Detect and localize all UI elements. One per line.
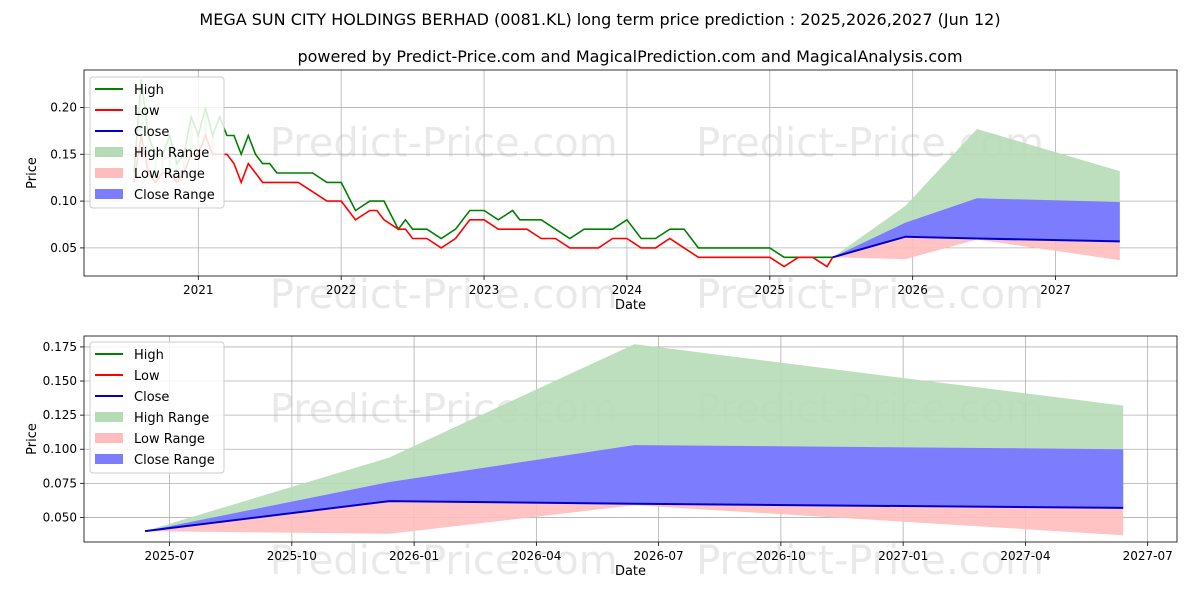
chart-subtitle: powered by Predict-Price.com and Magical… [297,47,962,66]
legend-label-low-range: Low Range [134,167,205,182]
legend-label-high-range: High Range [134,411,209,426]
watermark-text: Predict-Price.com [270,538,618,584]
legend-label-close-range: Close Range [134,188,215,203]
high-series-line [133,79,833,259]
close-prediction-line [832,235,1120,259]
x-tick-label: 2027-04 [1000,549,1050,563]
x-tick-label: 2027-07 [1123,549,1173,563]
legend-swatch-low-range [95,168,123,178]
x-tick-label: 2025-07 [145,549,195,563]
close-range-band [832,198,1120,258]
plot-frame [83,69,1178,277]
x-tick-label: 2026-04 [511,549,561,563]
legend-swatch-close-range [95,454,123,464]
watermark-text: Predict-Price.com [696,272,1044,318]
legend-box [89,341,225,474]
x-axis-label: Date [615,564,646,579]
x-tick-label: 2026-01 [389,549,439,563]
legend-label-low-range: Low Range [134,432,205,447]
low-range-band [832,236,1120,261]
x-tick-label: 2023 [469,283,500,297]
watermark-text: Predict-Price.com [696,538,1044,584]
legend-label-high: High [134,83,164,98]
x-tick-label: 2021 [183,283,214,297]
legend-label-high-range: High Range [134,146,209,161]
low-range-band [145,501,1124,536]
legend-label-low: Low [134,104,160,119]
x-tick-label: 2027-01 [878,549,928,563]
y-tick-label: 0.075 [43,476,77,490]
legend-label-high: High [134,348,164,363]
y-tick-label: 0.100 [43,442,77,456]
chart-title: MEGA SUN CITY HOLDINGS BERHAD (0081.KL) … [199,10,1000,29]
x-tick-label: 2025-10 [267,549,317,563]
y-tick-label: 0.050 [43,510,77,524]
close-prediction-line [144,500,1124,533]
watermark-text: Predict-Price.com [270,272,618,318]
y-tick-label: 0.20 [50,100,77,114]
legend-label-close-range: Close Range [134,453,215,468]
x-tick-label: 2026-07 [634,549,684,563]
y-tick-label: 0.175 [43,340,77,354]
legend-swatch-high-range [95,412,123,422]
x-tick-label: 2025 [755,283,786,297]
legend-box [89,76,225,209]
plot-frame [83,335,1178,543]
legend-label-close: Close [134,390,169,405]
long-term-chart: Predict-Price.com Predict-Price.com Predic… [25,69,1178,318]
legend-label-close: Close [134,125,169,140]
x-tick-label: 2026-10 [756,549,806,563]
close-range-band [145,445,1124,532]
y-tick-label: 0.15 [50,147,77,161]
y-tick-label: 0.05 [50,241,77,255]
legend-swatch-high-range [95,147,123,157]
y-axis-label: Price [25,423,40,455]
legend-swatch-low-range [95,433,123,443]
y-tick-label: 0.150 [43,374,77,388]
legend-swatch-close-range [95,189,123,199]
x-tick-label: 2024 [612,283,643,297]
y-axis-label: Price [25,157,40,189]
watermark-text: Predict-Price.com [270,121,618,167]
x-tick-label: 2027 [1040,283,1071,297]
legend-label-low: Low [134,369,160,384]
x-axis-label: Date [615,298,646,313]
x-tick-label: 2026 [897,283,928,297]
y-tick-label: 0.10 [50,194,77,208]
x-tick-label: 2022 [326,283,357,297]
y-tick-label: 0.125 [43,408,77,422]
